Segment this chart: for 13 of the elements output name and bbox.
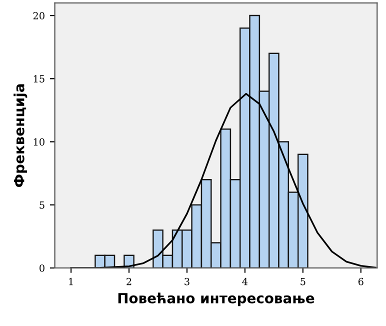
x-tick-label: 3 (184, 278, 190, 286)
y-axis-title: Фреквенција (14, 84, 28, 188)
x-axis-title: Повећано интересовање (118, 292, 314, 306)
y-tick-label: 15 (34, 75, 44, 82)
x-tick-label: 6 (358, 278, 364, 286)
y-tick-label: 5 (40, 201, 44, 209)
x-tick-label: 5 (300, 278, 306, 286)
y-tick-label: 0 (40, 264, 44, 272)
x-tick-label: 2 (126, 278, 132, 286)
x-tick-label: 4 (242, 278, 248, 286)
y-tick-label: 20 (33, 12, 44, 20)
y-tick-label: 10 (34, 138, 44, 146)
x-tick-label: 1 (69, 278, 73, 286)
